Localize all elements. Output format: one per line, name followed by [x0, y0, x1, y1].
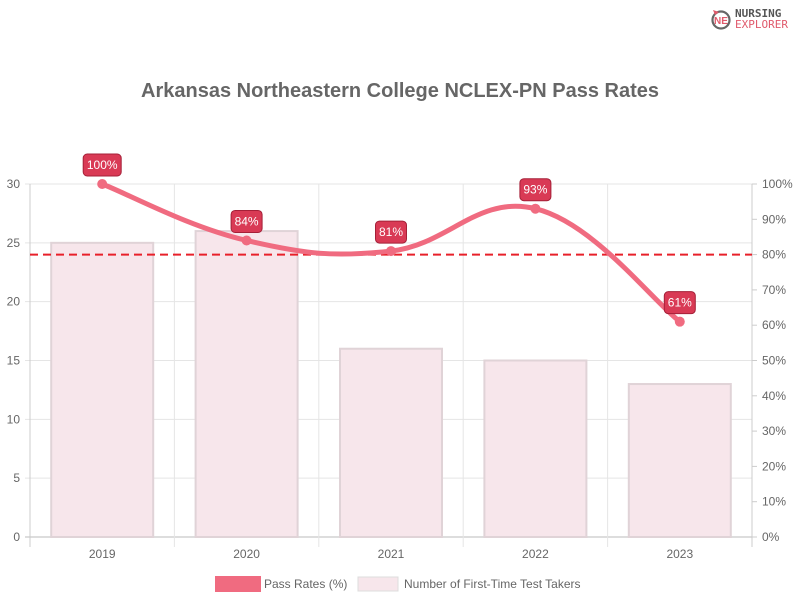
right-tick-label: 0% [762, 530, 780, 544]
x-tick-label: 2020 [233, 547, 260, 561]
bar-2023 [627, 383, 732, 538]
pass-rate-point [241, 235, 252, 246]
left-tick-label: 25 [7, 236, 21, 250]
logo-line1: NURSING [735, 7, 782, 20]
bar-2020 [194, 230, 299, 538]
logo-icon: NE [711, 10, 731, 30]
data-label: 81% [379, 225, 403, 239]
right-tick-label: 40% [762, 389, 786, 403]
right-tick-label: 20% [762, 459, 786, 473]
left-tick-label: 15 [7, 354, 21, 368]
x-tick-label: 2019 [89, 547, 116, 561]
data-label-box [663, 291, 696, 315]
svg-text:NE: NE [714, 16, 728, 27]
x-tick-label: 2021 [378, 547, 405, 561]
bar-2022 [483, 359, 588, 538]
right-tick-label: 30% [762, 424, 786, 438]
data-label: 84% [235, 214, 259, 228]
nursing-explorer-logo: NE NURSING EXPLORER [710, 8, 788, 30]
left-tick-label: 20 [7, 295, 21, 309]
pass-rate-point [674, 316, 685, 327]
right-tick-label: 80% [762, 248, 786, 262]
logo-line2: EXPLORER [735, 18, 788, 31]
x-tick-label: 2022 [522, 547, 549, 561]
left-tick-label: 10 [7, 412, 21, 426]
left-tick-label: 5 [13, 471, 20, 485]
legend-label-test-takers: Number of First-Time Test Takers [404, 577, 580, 591]
data-label-box [230, 209, 263, 233]
right-tick-label: 50% [762, 354, 786, 368]
pass-rate-point [97, 179, 108, 189]
data-label: 93% [523, 183, 547, 197]
pass-rate-point [530, 203, 541, 214]
bar-2021 [339, 347, 443, 538]
pass-rate-point [386, 246, 396, 257]
right-tick-label: 100% [762, 177, 793, 191]
right-tick-label: 10% [762, 495, 786, 509]
legend-swatch-pass-rates [215, 576, 261, 592]
chart-title: Arkansas Northeastern College NCLEX-PN P… [141, 80, 659, 102]
bar-2019 [50, 241, 155, 538]
data-label: 100% [87, 158, 118, 172]
legend-swatch-test-takers [357, 576, 399, 592]
left-tick-label: 0 [13, 530, 20, 544]
right-tick-label: 60% [762, 318, 786, 332]
left-tick-label: 30 [7, 177, 21, 191]
right-tick-label: 70% [762, 283, 786, 297]
right-tick-label: 90% [762, 212, 786, 226]
data-label-box [519, 178, 552, 202]
x-tick-label: 2023 [666, 547, 693, 561]
data-label-box [375, 220, 407, 244]
data-label-box [82, 153, 122, 177]
legend-label-pass-rates: Pass Rates (%) [264, 577, 347, 591]
data-label: 61% [668, 296, 692, 310]
